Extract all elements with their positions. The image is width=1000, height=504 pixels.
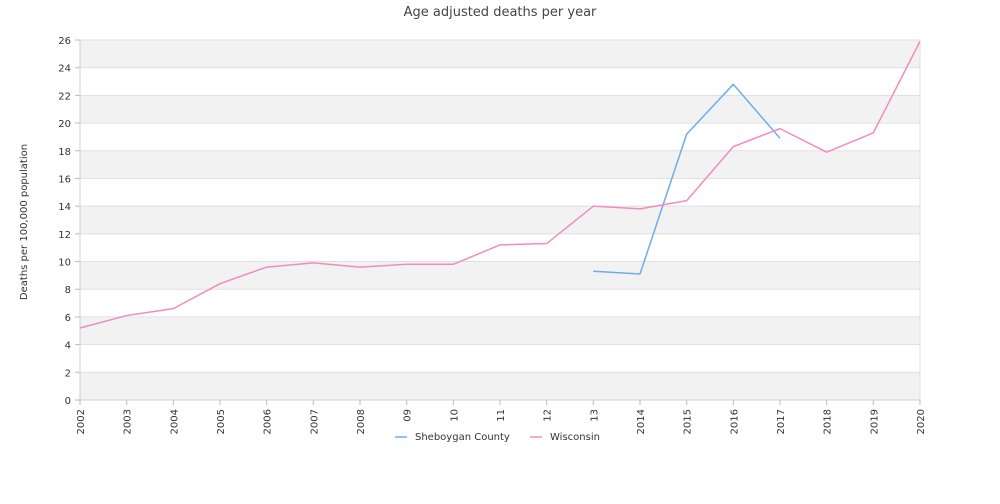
data-point <box>684 132 689 137</box>
y-tick-label: 12 <box>58 230 71 241</box>
x-tick-label: 2007 <box>309 409 320 434</box>
x-tick-label: 13 <box>589 409 600 422</box>
grid-bands <box>80 40 920 400</box>
series-line-0 <box>593 83 781 275</box>
y-tick-label: 14 <box>58 202 71 213</box>
x-tick-label: 2008 <box>356 409 367 434</box>
grid-band <box>80 206 920 234</box>
x-tick-label: 2019 <box>869 409 880 434</box>
chart-title: Age adjusted deaths per year <box>404 5 597 20</box>
x-tick-label: 2003 <box>123 409 134 434</box>
x-tick-label: 2015 <box>683 409 694 434</box>
grid-band <box>80 150 920 179</box>
data-point <box>778 136 783 141</box>
data-point <box>171 306 176 311</box>
data-point <box>78 326 83 331</box>
data-point <box>404 262 409 267</box>
data-point <box>918 39 923 44</box>
data-point <box>451 262 456 267</box>
x-tick-label: 09 <box>403 409 414 422</box>
x-tick-label: 2002 <box>76 409 87 434</box>
grid-band <box>80 261 920 290</box>
x-tick-labels: 2002 2003 2004 2005 2006 2007 2008 09 10 11 12 13 20… <box>76 400 927 434</box>
data-point <box>684 198 689 203</box>
data-point <box>638 272 643 277</box>
y-tick-label: 16 <box>58 174 71 185</box>
y-tick-label: 8 <box>65 285 71 296</box>
data-point <box>824 150 829 155</box>
legend: Sheboygan County Wisconsin <box>395 432 600 443</box>
x-tick-label: 2005 <box>216 409 227 434</box>
y-tick-label: 2 <box>65 368 71 379</box>
data-point <box>731 82 736 87</box>
data-point <box>218 281 223 286</box>
x-tick-label: 2014 <box>636 409 647 434</box>
data-point <box>591 204 596 209</box>
data-point <box>358 265 363 270</box>
y-tick-label: 18 <box>58 147 71 158</box>
x-tick-label: 2017 <box>776 409 787 434</box>
grid-lines <box>75 39 920 401</box>
grid-band <box>80 316 920 345</box>
y-tick-label: 10 <box>58 258 71 269</box>
y-tick-label: 24 <box>58 64 71 75</box>
data-point <box>778 126 783 131</box>
x-tick-label: 11 <box>496 409 507 422</box>
series-line-1 <box>79 41 921 329</box>
data-point <box>264 265 269 270</box>
y-tick-label: 20 <box>58 119 71 130</box>
x-tick-label: 2016 <box>729 409 740 434</box>
legend-label: Wisconsin <box>550 432 600 443</box>
grid-band <box>80 95 920 124</box>
series-lines <box>78 39 923 331</box>
data-point <box>591 269 596 274</box>
x-tick-label: 2006 <box>263 409 274 434</box>
grid-band <box>80 372 920 400</box>
data-point <box>638 206 643 211</box>
data-point <box>871 130 876 135</box>
legend-item[interactable]: Wisconsin <box>530 432 600 443</box>
legend-item[interactable]: Sheboygan County <box>395 432 510 443</box>
x-tick-label: 12 <box>543 409 554 422</box>
data-point <box>731 144 736 149</box>
y-tick-label: 0 <box>65 396 71 407</box>
data-point <box>544 241 549 246</box>
y-tick-label: 6 <box>65 313 71 324</box>
x-tick-label: 2018 <box>823 409 834 434</box>
data-point <box>498 242 503 247</box>
data-point <box>311 260 316 265</box>
x-tick-label: 2004 <box>169 409 180 434</box>
y-tick-label: 26 <box>58 36 71 47</box>
y-axis-label: Deaths per 100,000 population <box>19 144 30 300</box>
x-tick-label: 2020 <box>916 409 927 434</box>
legend-label: Sheboygan County <box>415 432 510 443</box>
grid-band <box>80 40 920 68</box>
y-tick-label: 4 <box>65 341 71 352</box>
x-tick-label: 10 <box>449 409 460 422</box>
y-tick-label: 22 <box>58 91 71 102</box>
data-point <box>124 313 129 318</box>
